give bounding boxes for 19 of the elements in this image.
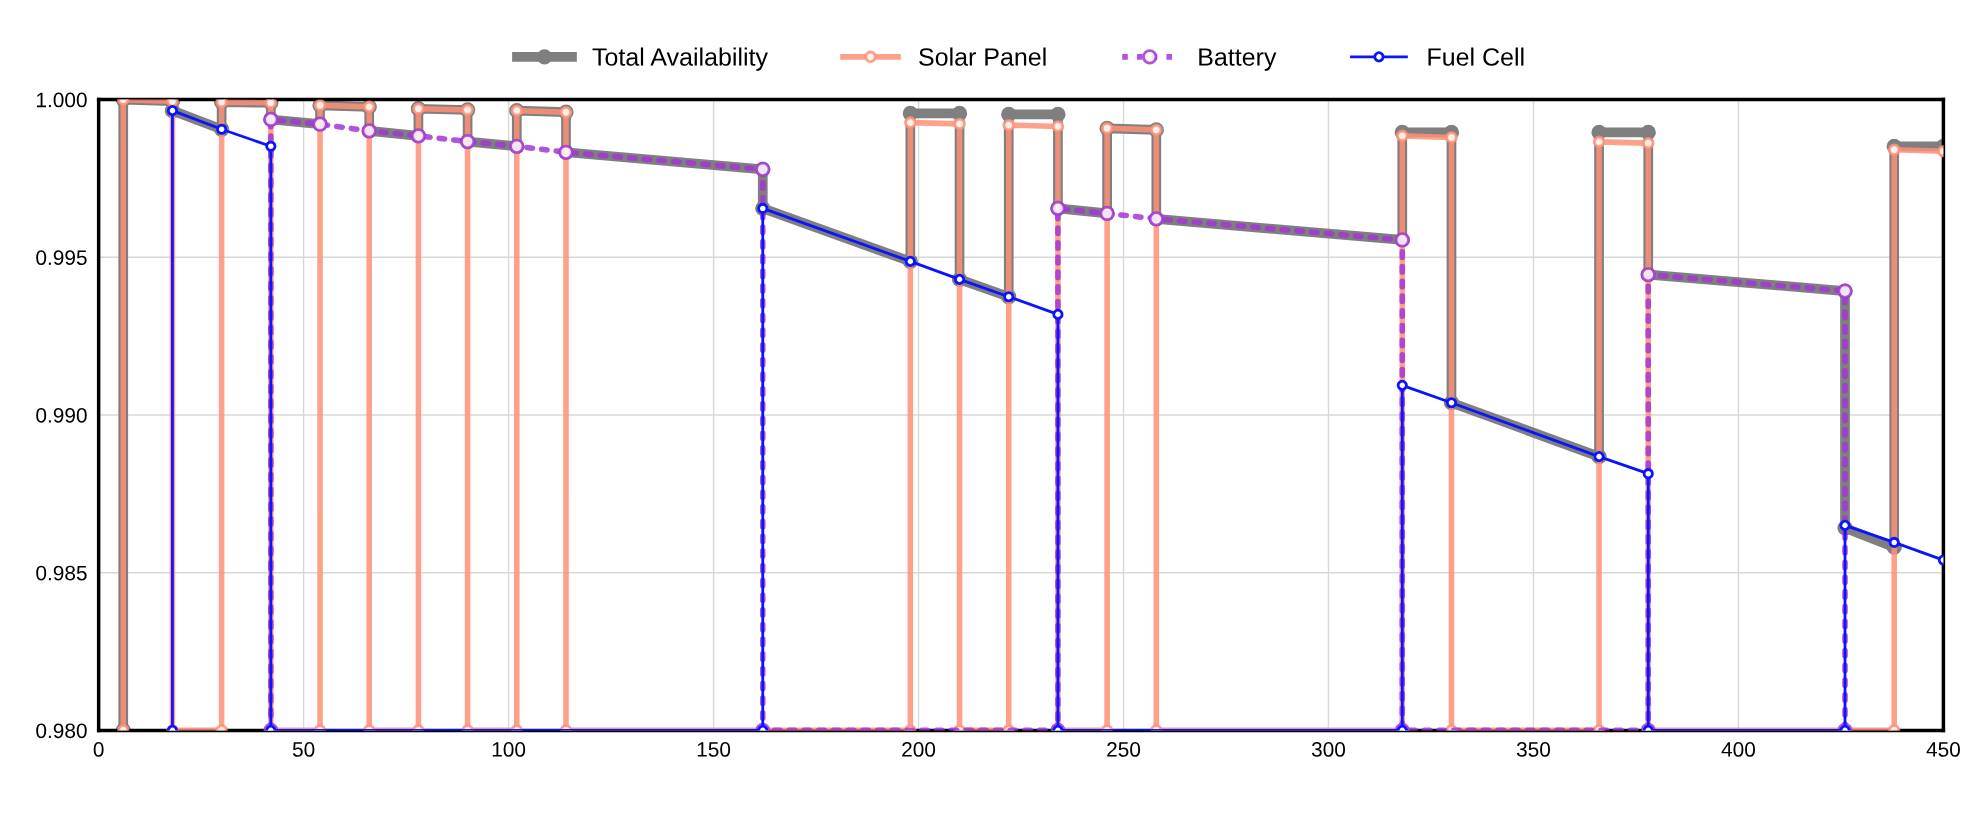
y-tick-label: 0.995 bbox=[36, 250, 87, 266]
y-tick-label: 0.985 bbox=[36, 565, 87, 581]
y-tick-label: 0.990 bbox=[36, 408, 87, 423]
legend-label: Fuel Cell bbox=[1428, 47, 1524, 66]
x-tick-label: 450 bbox=[1926, 742, 1960, 757]
y-tick-label: 0.980 bbox=[36, 723, 87, 739]
x-tick-label: 100 bbox=[492, 742, 526, 757]
x-tick-label: 350 bbox=[1516, 742, 1551, 757]
y-tick-label: 1.000 bbox=[37, 92, 87, 108]
x-tick-label: 250 bbox=[1107, 742, 1141, 757]
legend-label: Solar Panel bbox=[919, 47, 1046, 66]
x-tick-label: 200 bbox=[902, 742, 936, 757]
x-tick-label: 400 bbox=[1721, 742, 1755, 757]
legend-label: Battery bbox=[1199, 48, 1277, 71]
x-tick-label: 0 bbox=[93, 742, 104, 757]
x-tick-label: 150 bbox=[697, 742, 731, 757]
legend-label: Total Availability bbox=[592, 47, 768, 71]
x-tick-label: 300 bbox=[1311, 742, 1346, 757]
x-tick-label: 50 bbox=[292, 742, 315, 757]
